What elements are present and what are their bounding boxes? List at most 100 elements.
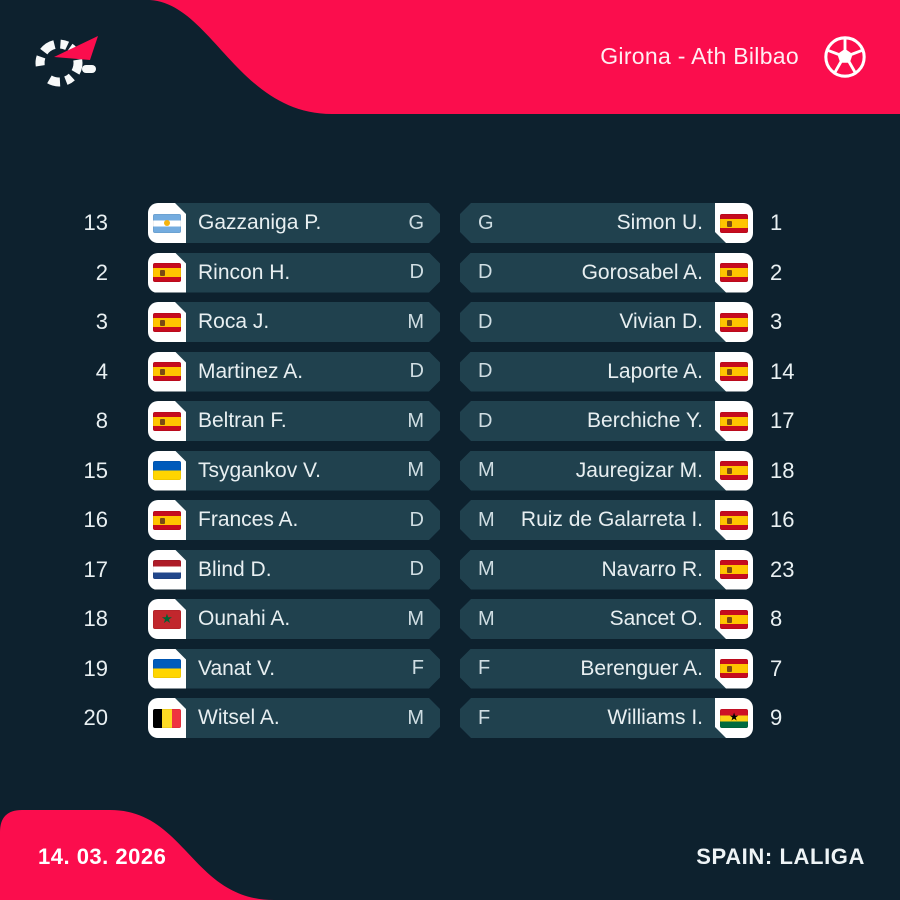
flag-box (148, 203, 186, 243)
match-date: 14. 03. 2026 (38, 844, 167, 869)
flag-box (148, 253, 186, 293)
flag-belgium-icon (153, 709, 181, 728)
flag-spain-icon (153, 263, 181, 282)
flag-spain-icon (153, 412, 181, 431)
away-player-pill[interactable]: G Simon U. (460, 203, 753, 243)
flag-box (715, 698, 753, 738)
flag-spain-icon (153, 313, 181, 332)
away-player-number: 8 (770, 606, 783, 631)
home-player-name: Roca J. (198, 310, 270, 333)
lineup-row: 2 Rincon H. D D Gorosabel A. 2 (0, 253, 900, 293)
flag-box (715, 550, 753, 590)
home-player-name: Tsygankov V. (198, 458, 321, 482)
flag-ukraine-icon (153, 659, 181, 678)
away-player-pill[interactable]: D Vivian D. (460, 302, 753, 342)
flag-argentina-icon (153, 214, 181, 233)
flag-morocco-icon (153, 610, 181, 629)
home-player-pill[interactable]: Vanat V. F (148, 649, 440, 689)
away-player-pill[interactable]: F Berenguer A. (460, 649, 753, 689)
header-right: Girona - Ath Bilbao (600, 0, 868, 113)
away-player-pill[interactable]: F Williams I. (460, 698, 753, 738)
home-player-name: Ounahi A. (198, 607, 291, 630)
flag-box (715, 401, 753, 441)
home-player-pill[interactable]: Tsygankov V. M (148, 451, 440, 491)
flag-box (148, 302, 186, 342)
flag-box (715, 302, 753, 342)
away-player-number: 16 (770, 507, 795, 532)
away-player-pill[interactable]: M Sancet O. (460, 599, 753, 639)
away-player-position: G (478, 211, 494, 234)
away-player-position: M (478, 558, 495, 580)
away-player-number: 3 (770, 309, 783, 334)
flag-spain-icon (720, 511, 748, 530)
away-player-position: D (478, 310, 493, 333)
away-player-name: Simon U. (616, 211, 703, 234)
flag-box (148, 599, 186, 639)
away-player-pill[interactable]: M Ruiz de Galarreta I. (460, 500, 753, 540)
away-player-number: 9 (770, 705, 783, 730)
flag-spain-icon (720, 659, 748, 678)
flag-netherlands-icon (153, 560, 181, 579)
home-player-pill[interactable]: Roca J. M (148, 302, 440, 342)
flag-ukraine-icon (153, 461, 181, 480)
home-player-pill[interactable]: Frances A. D (148, 500, 440, 540)
home-player-position: G (408, 211, 424, 234)
home-player-position: D (409, 261, 424, 283)
away-player-number: 18 (770, 457, 795, 483)
flag-spain-icon (720, 362, 748, 381)
flag-box (715, 599, 753, 639)
flag-box (715, 451, 753, 491)
flashscore-logo-icon[interactable] (32, 30, 100, 88)
home-player-position: M (407, 310, 424, 333)
flag-box (148, 500, 186, 540)
away-player-number: 17 (770, 408, 795, 433)
away-player-pill[interactable]: M Jauregizar M. (460, 451, 753, 491)
flag-spain-icon (720, 461, 748, 480)
flag-ghana-icon (720, 709, 748, 728)
away-player-name: Berchiche Y. (587, 409, 703, 432)
home-player-pill[interactable]: Beltran F. M (148, 401, 440, 441)
away-player-position: M (478, 508, 495, 531)
home-player-name: Blind D. (198, 557, 272, 581)
away-player-number: 1 (770, 210, 783, 235)
home-player-position: M (407, 459, 424, 481)
away-player-name: Vivian D. (619, 310, 703, 333)
away-player-position: D (478, 360, 493, 382)
home-player-pill[interactable]: Rincon H. D (148, 253, 440, 293)
home-player-pill[interactable]: Witsel A. M (148, 698, 440, 738)
home-player-position: D (409, 508, 424, 531)
lineup-row: 20 Witsel A. M F Williams I. 9 (0, 698, 900, 738)
home-player-position: M (407, 607, 424, 630)
home-player-number: 16 (83, 507, 108, 532)
home-player-pill[interactable]: Blind D. D (148, 550, 440, 590)
away-player-position: F (478, 706, 491, 729)
home-player-name: Frances A. (198, 508, 299, 531)
header-red-shape (150, 0, 900, 114)
home-player-number: 3 (95, 309, 108, 334)
away-player-pill[interactable]: D Berchiche Y. (460, 401, 753, 441)
lineup-row: 18 Ounahi A. M M Sancet O. 8 (0, 599, 900, 639)
away-player-name: Berenguer A. (580, 656, 703, 680)
away-player-name: Gorosabel A. (581, 260, 703, 284)
home-player-name: Gazzaniga P. (198, 211, 322, 234)
lineup-row: 3 Roca J. M D Vivian D. 3 (0, 302, 900, 342)
lineup-row: 17 Blind D. D M Navarro R. 23 (0, 550, 900, 590)
away-player-pill[interactable]: D Laporte A. (460, 352, 753, 392)
flag-spain-icon (720, 560, 748, 579)
home-player-pill[interactable]: Ounahi A. M (148, 599, 440, 639)
away-player-pill[interactable]: M Navarro R. (460, 550, 753, 590)
home-player-pill[interactable]: Gazzaniga P. G (148, 203, 440, 243)
home-player-pill[interactable]: Martinez A. D (148, 352, 440, 392)
flag-box (715, 253, 753, 293)
away-player-pill[interactable]: D Gorosabel A. (460, 253, 753, 293)
home-player-position: M (407, 409, 424, 432)
soccer-ball-icon (824, 35, 866, 78)
flag-spain-icon (720, 412, 748, 431)
home-player-number: 15 (83, 457, 108, 483)
home-player-name: Beltran F. (198, 409, 287, 432)
home-player-position: M (407, 706, 424, 729)
away-player-name: Williams I. (607, 706, 703, 729)
away-player-number: 14 (770, 358, 795, 384)
flag-spain-icon (720, 313, 748, 332)
